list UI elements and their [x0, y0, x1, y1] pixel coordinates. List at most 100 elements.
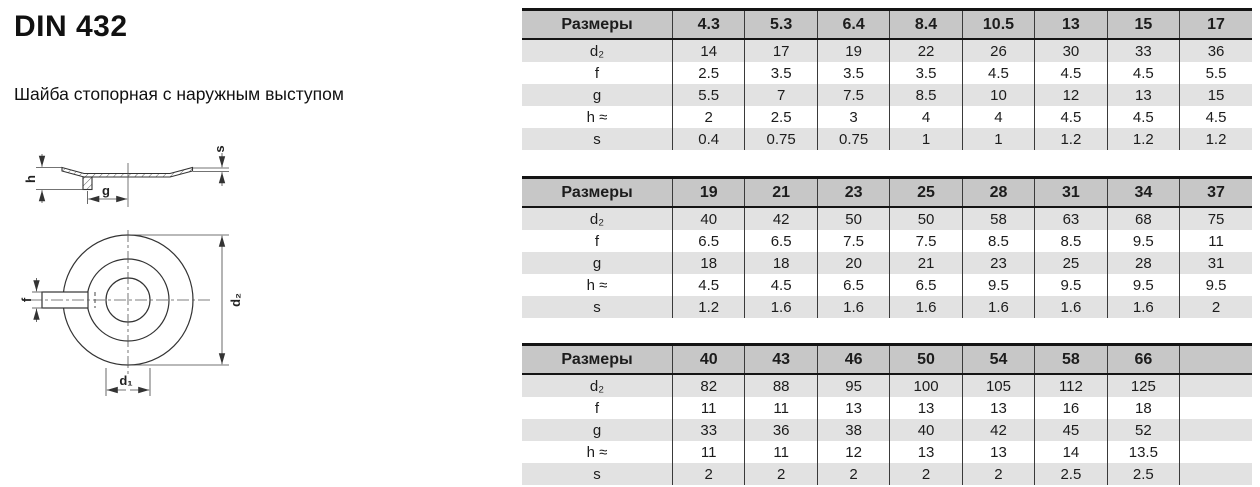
table-cell: 63	[1034, 207, 1108, 230]
row-label: d₂	[522, 207, 673, 230]
size-header-cell: 15	[1106, 8, 1180, 40]
size-header-cell: 19	[671, 176, 745, 208]
row-label: g	[522, 252, 673, 274]
table-cell: 6.5	[744, 230, 818, 252]
table-cell	[1179, 397, 1252, 419]
table-cell: 40	[671, 207, 745, 230]
table-cell: 58	[961, 207, 1035, 230]
table-cell: 11	[1179, 230, 1252, 252]
table-cell: 68	[1106, 207, 1180, 230]
size-table: Размеры 19 21 23 25 28 31 34 37 d₂ 40 42 50 50 58 63 68 7…	[522, 176, 1252, 318]
table-row: h ≈4.5 4.5 6.5 6.5 9.5 9.5 9.5 9.5	[522, 274, 1252, 296]
table-cell: 8.5	[961, 230, 1035, 252]
table-cell: 4.5	[1179, 106, 1252, 128]
size-header-cell: 31	[1034, 176, 1108, 208]
table-cell: 1	[961, 128, 1035, 150]
table-cell: 4.5	[961, 62, 1035, 84]
row-label: d₂	[522, 39, 673, 62]
table-row: g 5.5 7 7.5 8.5 10 12 13 15	[522, 84, 1252, 106]
table-cell: 17	[744, 39, 818, 62]
table-cell: 4.5	[1106, 62, 1180, 84]
table-cell: 50	[889, 207, 963, 230]
table-row: s 1.2 1.6 1.6 1.6 1.6 1.6 1.6 2	[522, 296, 1252, 318]
table-cell: 105	[961, 374, 1035, 397]
table-cell: 13.5	[1106, 441, 1180, 463]
row-label: h ≈	[586, 276, 608, 294]
row-label: s	[522, 296, 673, 318]
table-cell: 3.5	[889, 62, 963, 84]
table-cell: 42	[744, 207, 818, 230]
table-cell: 13	[889, 441, 963, 463]
dim-label-d1: d₁	[119, 373, 132, 388]
table-cell: 1.6	[744, 296, 818, 318]
size-header-cell: 58	[1034, 343, 1108, 375]
row-label: f	[594, 64, 600, 82]
washer-section-outline	[61, 166, 194, 178]
table-cell: 7	[744, 84, 818, 106]
page-subtitle: Шайба стопорная с наружным выступом	[14, 84, 344, 104]
table-cell: 1.6	[961, 296, 1035, 318]
table-cell: 0.4	[671, 128, 745, 150]
size-header-cell: 40	[671, 343, 745, 375]
row-label: f	[594, 232, 600, 250]
table-cell: 23	[961, 252, 1035, 274]
page-title: DIN 432	[14, 10, 128, 43]
table-cell: 30	[1034, 39, 1108, 62]
table-cell: 4.5	[1034, 106, 1108, 128]
table-cell: 22	[889, 39, 963, 62]
table-cell: 13	[961, 397, 1035, 419]
table-header-row: Размеры 4.3 5.3 6.4 8.4 10.5 13 15 17	[522, 8, 1252, 40]
table-cell: 10	[961, 84, 1035, 106]
table-cell	[1179, 374, 1252, 397]
table-cell: 2	[744, 463, 818, 485]
table-row: f 11 11 13 13 13 16 18	[522, 397, 1252, 419]
size-table: Размеры 40 43 46 50 54 58 66 d₂ 82 88 95 100 105 112 12…	[522, 343, 1252, 485]
table-cell	[1179, 441, 1252, 463]
table-cell: 7.5	[889, 230, 963, 252]
size-table-2-container: Размеры 19 21 23 25 28 31 34 37 d₂ 40 42 50 50 58 63 68 7…	[522, 176, 1252, 318]
table-cell: 33	[1106, 39, 1180, 62]
table-cell: 20	[816, 252, 890, 274]
table-cell: 6.5	[671, 230, 745, 252]
table-cell: 21	[889, 252, 963, 274]
size-header-cell: 17	[1179, 8, 1252, 40]
row-label: h ≈	[586, 108, 608, 126]
table-row: s 0.4 0.75 0.75 1 1 1.2 1.2 1.2	[522, 128, 1252, 150]
table-cell: 2	[961, 463, 1035, 485]
table-header-row: Размеры 40 43 46 50 54 58 66	[522, 343, 1252, 375]
table-cell: 4.5	[671, 274, 745, 296]
table-cell: 2.5	[1034, 463, 1108, 485]
table-cell: 112	[1034, 374, 1108, 397]
table-cell: 0.75	[744, 128, 818, 150]
table-cell: 13	[889, 397, 963, 419]
table-cell: 16	[1034, 397, 1108, 419]
row-label: s	[522, 463, 673, 485]
table-row: h ≈11 11 12 13 13 14 13.5	[522, 441, 1252, 463]
dimension-d1	[105, 368, 151, 396]
technical-drawing: h g s	[19, 145, 243, 396]
table-cell: 26	[961, 39, 1035, 62]
size-header-cell: 5.3	[744, 8, 818, 40]
table-cell: 1.6	[1106, 296, 1180, 318]
size-header-cell: 34	[1106, 176, 1180, 208]
size-header-cell: 66	[1106, 343, 1180, 375]
centerlines	[30, 230, 210, 375]
table-cell: 18	[744, 252, 818, 274]
table-cell: 33	[671, 419, 745, 441]
table-cell: 95	[816, 374, 890, 397]
dim-label-g: g	[102, 183, 110, 198]
table-row: d₂ 82 88 95 100 105 112 125	[522, 374, 1252, 397]
table-cell: 13	[816, 397, 890, 419]
table-cell	[1179, 463, 1252, 485]
table-cell: 13	[1106, 84, 1180, 106]
table-cell: 11	[744, 397, 818, 419]
table-cell: 11	[744, 441, 818, 463]
table-cell: 4.5	[744, 274, 818, 296]
table-header-sizes-label: Размеры	[522, 8, 673, 40]
dimension-d2	[128, 234, 229, 366]
table-row: f 2.5 3.5 3.5 3.5 4.5 4.5 4.5 5.5	[522, 62, 1252, 84]
table-cell: 12	[1034, 84, 1108, 106]
table-cell: 9.5	[961, 274, 1035, 296]
size-header-cell: 50	[889, 343, 963, 375]
